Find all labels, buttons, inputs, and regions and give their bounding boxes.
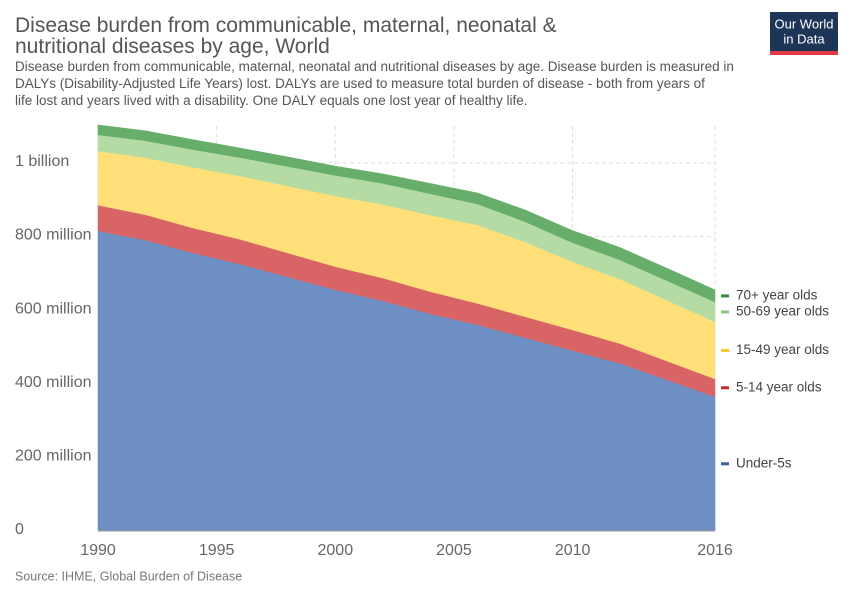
x-tick-label: 2010 [555,542,591,559]
logo-text: in Data [783,31,825,46]
subtitle: Disease burden from communicable, matern… [15,59,734,108]
area [97,124,716,303]
y-tick-label: 0 [15,521,24,538]
legend-label: Under-5s [736,455,792,470]
x-tick-label: 2016 [697,542,733,559]
y-tick-label: 400 million [15,374,91,391]
x-tick-label: 2005 [436,542,472,559]
y-tick-label: 200 million [15,448,91,465]
y-tick-label: 800 million [15,227,91,244]
logo-text: Our World [775,16,834,31]
source: Source: IHME, Global Burden of Disease [15,569,242,583]
legend-label: 50-69 year olds [736,303,829,318]
chart-title: Disease burden from communicable, matern… [15,14,557,58]
legend-label: 15-49 year olds [736,342,829,357]
y-tick-label: 600 million [15,300,91,317]
logo-bar [770,51,838,55]
x-tick-label: 2000 [318,542,354,559]
legend-label: 5-14 year olds [736,379,822,394]
logo-box [770,12,838,55]
y-tick-label: 1 billion [15,153,69,170]
x-tick-label: 1995 [199,542,235,559]
x-tick-label: 1990 [80,542,116,559]
legend-label: 70+ year olds [736,287,818,302]
